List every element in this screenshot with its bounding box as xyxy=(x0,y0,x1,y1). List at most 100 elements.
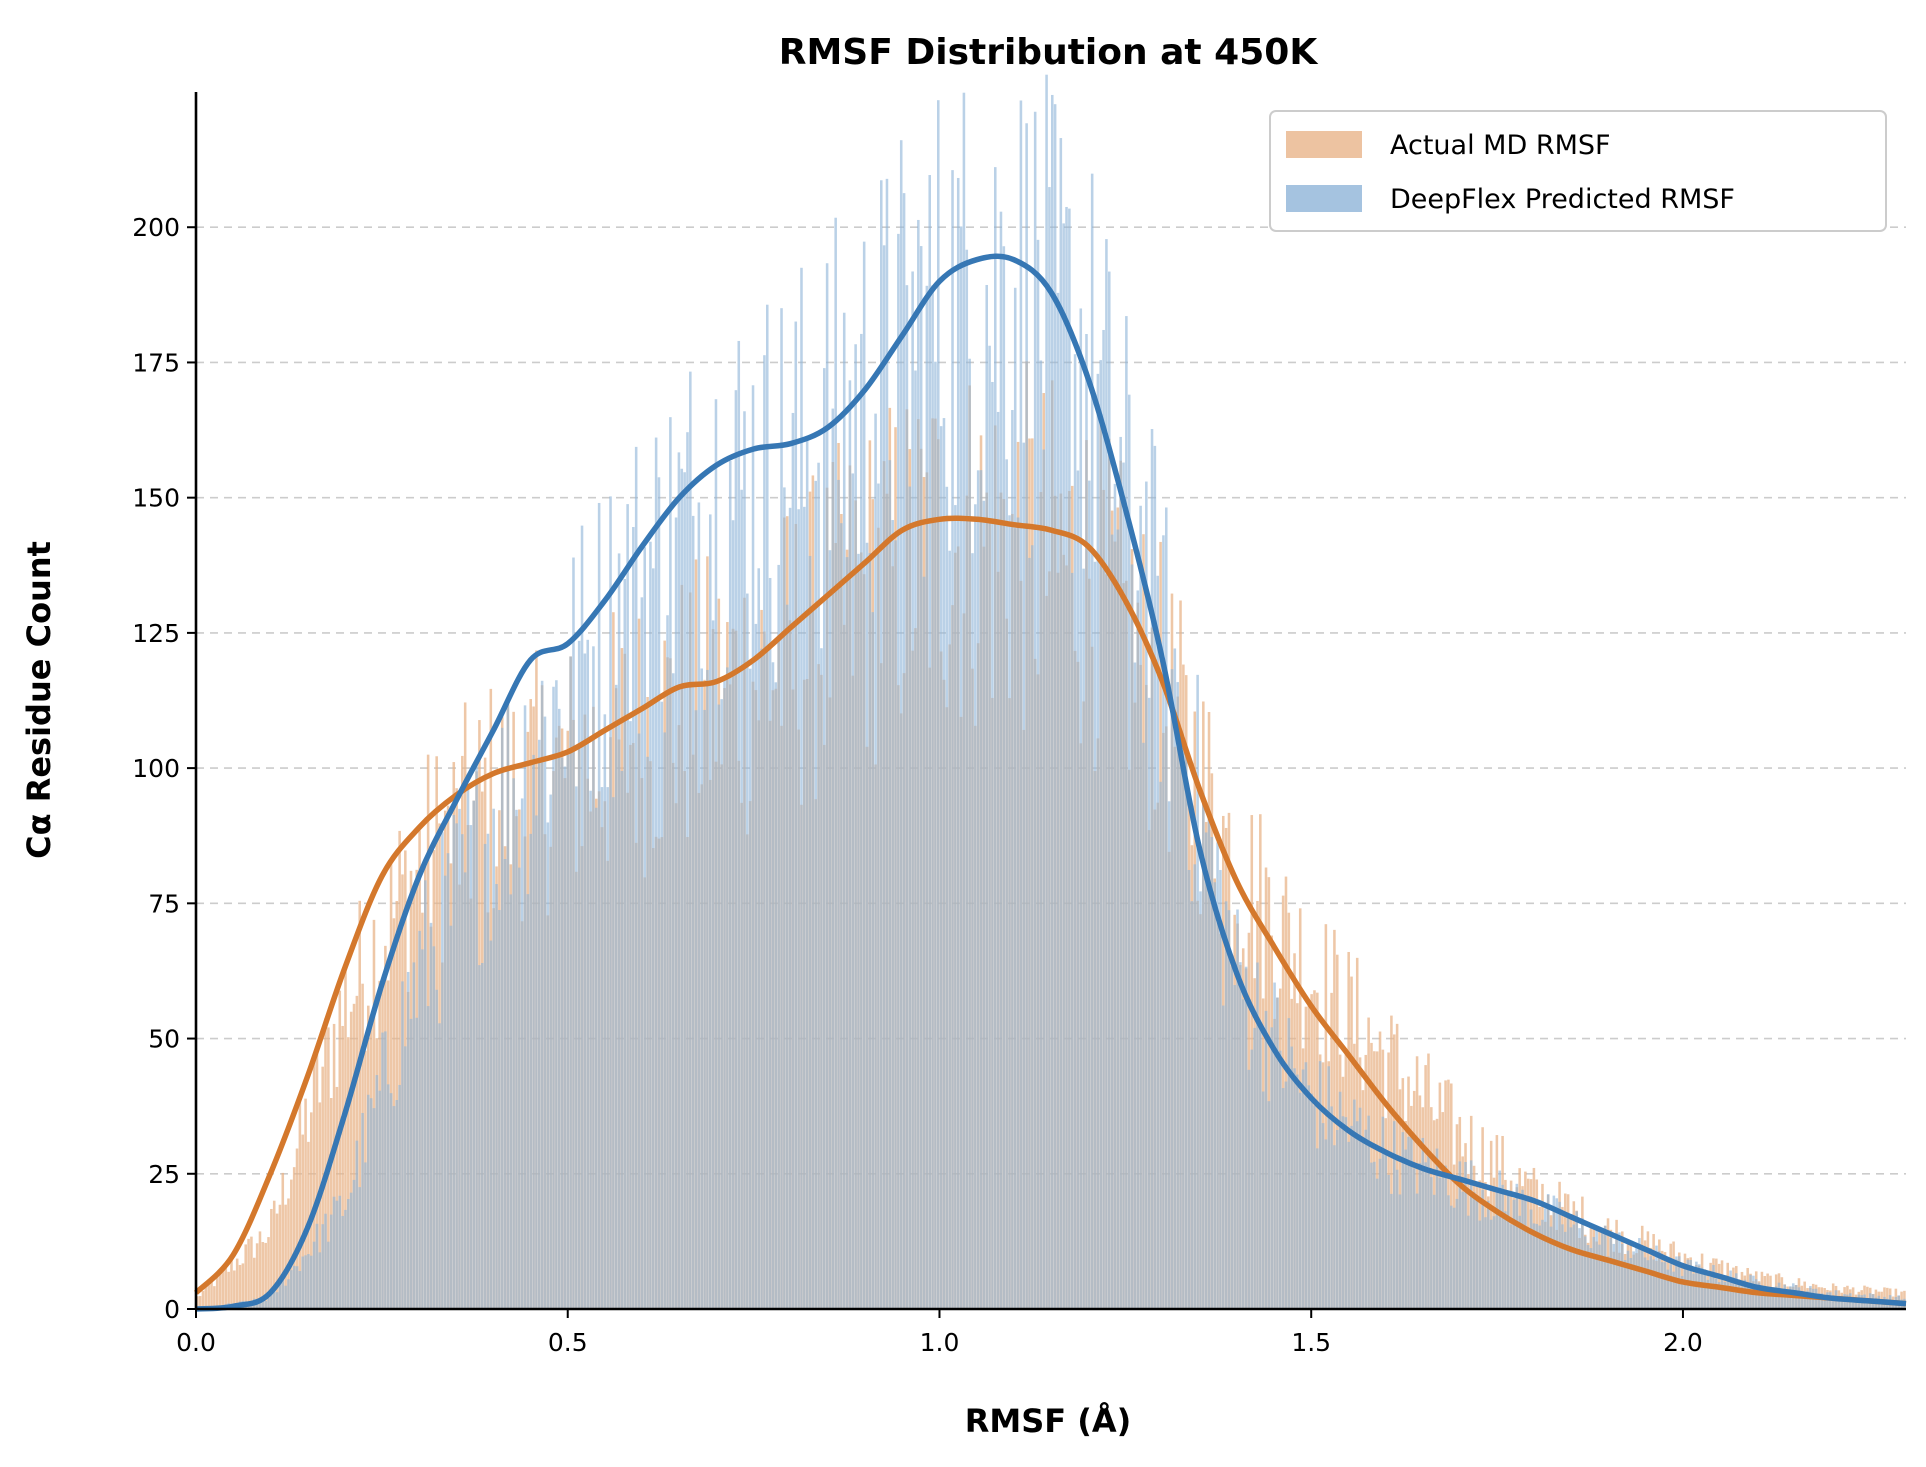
histogram-bar xyxy=(1350,1125,1353,1309)
histogram-bar xyxy=(629,721,632,1309)
histogram-bar xyxy=(329,1098,333,1309)
histogram-bar xyxy=(529,833,532,1309)
histogram-bar xyxy=(1378,1158,1382,1309)
histogram-bar xyxy=(318,1102,322,1309)
histogram-bar xyxy=(700,668,703,1309)
histogram-bar xyxy=(244,1244,247,1309)
histogram-bar xyxy=(1452,1207,1456,1309)
histogram-bar xyxy=(979,470,983,1309)
histogram-bar xyxy=(1595,1227,1598,1309)
histogram-bar xyxy=(1800,1294,1804,1309)
histogram-bar xyxy=(221,1267,225,1309)
histogram-bar xyxy=(358,1187,361,1309)
histogram-bar xyxy=(1068,208,1071,1309)
histogram-bar xyxy=(1039,360,1043,1309)
histogram-bar xyxy=(865,542,869,1309)
histogram-bar xyxy=(1170,669,1174,1309)
histogram-bar xyxy=(1324,1139,1328,1309)
histogram-bar xyxy=(275,1213,279,1309)
histogram-bar xyxy=(777,564,780,1309)
histogram-bar xyxy=(1826,1292,1829,1309)
histogram-bar xyxy=(586,639,589,1309)
histogram-bar xyxy=(1732,1277,1735,1309)
histogram-bar xyxy=(267,1237,270,1309)
histogram-bar xyxy=(538,739,541,1309)
histogram-bar xyxy=(600,787,604,1309)
histogram-bar xyxy=(235,1258,239,1309)
histogram-bar xyxy=(834,217,837,1309)
histogram-bar xyxy=(281,1279,285,1309)
histogram-bar xyxy=(1296,1074,1299,1309)
histogram-bar xyxy=(492,808,495,1309)
histogram-bar xyxy=(971,553,974,1309)
histogram-bar xyxy=(1430,1177,1433,1309)
histogram-bar xyxy=(1384,1151,1387,1309)
histogram-bar xyxy=(1578,1228,1581,1309)
histogram-bar xyxy=(1769,1289,1772,1309)
histogram-deepflex xyxy=(204,74,1906,1310)
histogram-bar xyxy=(375,1075,379,1309)
histogram-bar xyxy=(680,468,684,1309)
histogram-bar xyxy=(426,1006,430,1309)
histogram-bar xyxy=(503,859,507,1309)
histogram-bar xyxy=(512,778,515,1309)
histogram-bar xyxy=(361,1112,364,1309)
histogram-bar xyxy=(825,263,829,1309)
histogram-bar xyxy=(1276,997,1279,1309)
histogram-bar xyxy=(1415,1056,1419,1309)
histogram-bar xyxy=(1555,1198,1558,1309)
histogram-bar xyxy=(805,438,809,1310)
histogram-bar xyxy=(1621,1243,1624,1309)
histogram-bar xyxy=(461,834,464,1309)
histogram-bar xyxy=(885,178,889,1309)
histogram-bar xyxy=(1467,1215,1470,1309)
histogram-bar xyxy=(1196,674,1199,1309)
histogram-bar xyxy=(1393,1121,1396,1309)
histogram-bar xyxy=(1478,1220,1482,1309)
histogram-bar xyxy=(1757,1282,1761,1309)
histogram-bar xyxy=(1786,1292,1789,1309)
histogram-bar xyxy=(1173,648,1177,1309)
histogram-bar xyxy=(560,757,564,1309)
histogram-bar xyxy=(270,1208,273,1309)
histogram-bar xyxy=(332,1023,336,1309)
histogram-bar xyxy=(258,1231,262,1309)
legend-swatch-actual-md xyxy=(1286,131,1362,158)
histogram-bar xyxy=(640,597,644,1309)
histogram-bar xyxy=(1820,1293,1824,1309)
histogram-bar xyxy=(1532,1223,1536,1309)
histogram-bar xyxy=(1558,1201,1561,1309)
histogram-bar xyxy=(637,733,641,1309)
histogram-bar xyxy=(1096,373,1100,1309)
histogram-bar xyxy=(498,910,501,1309)
histogram-bar xyxy=(335,1200,339,1309)
histogram-bar xyxy=(540,680,544,1309)
histogram-bar xyxy=(982,500,986,1310)
histogram-bar xyxy=(1139,505,1142,1309)
histogram-bar xyxy=(1655,1245,1658,1309)
histogram-bar xyxy=(945,486,949,1309)
histogram-bar xyxy=(842,312,846,1309)
histogram-bar xyxy=(657,477,661,1310)
histogram-bar xyxy=(999,211,1003,1309)
histogram-bar xyxy=(1324,924,1328,1309)
histogram-bar xyxy=(506,703,510,1309)
histogram-bar xyxy=(1760,1288,1764,1309)
histogram-bar xyxy=(994,167,997,1309)
histogram-bar xyxy=(1840,1295,1843,1309)
histogram-bar xyxy=(1512,1199,1516,1309)
histogram-bar xyxy=(643,547,646,1309)
y-tick-label: 200 xyxy=(132,213,180,242)
histogram-bar xyxy=(1401,1132,1405,1309)
histogram-bar xyxy=(1375,1178,1379,1309)
histogram-bar xyxy=(766,304,769,1309)
histogram-bar xyxy=(389,1093,393,1309)
histogram-bar xyxy=(1147,697,1151,1309)
histogram-bar xyxy=(1119,436,1122,1310)
histogram-bar xyxy=(1700,1267,1704,1309)
histogram-bar xyxy=(652,568,655,1309)
histogram-bar xyxy=(1016,517,1020,1309)
histogram-bar xyxy=(557,708,561,1309)
histogram-bar xyxy=(290,1270,293,1309)
histogram-bar xyxy=(210,1281,213,1309)
